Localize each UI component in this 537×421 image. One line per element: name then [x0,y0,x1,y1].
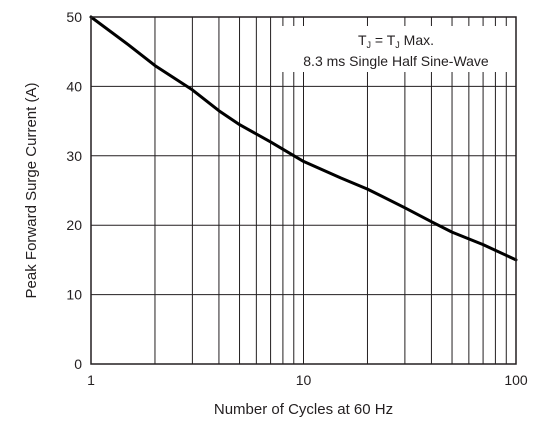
curve-layer [89,15,518,262]
y-tick-label: 10 [66,287,82,303]
plot-frame [90,16,517,365]
annotation-line-2: 8.3 ms Single Half Sine-Wave [303,53,489,69]
x-tick-label: 1 [87,372,95,388]
y-tick-label: 0 [74,356,82,372]
y-tick-labels: 0 10 20 30 40 50 [66,9,82,372]
x-tick-label: 10 [296,372,312,388]
annotation-background [278,26,510,72]
annotation-line-1: TJ = TJ Max. [358,32,434,50]
series-line [89,15,518,262]
grid [91,17,516,364]
x-tick-label: 100 [504,372,528,388]
x-axis-label: Number of Cycles at 60 Hz [214,401,393,418]
y-tick-label: 40 [66,78,82,94]
y-axis-label: Peak Forward Surge Current (A) [23,83,40,299]
x-tick-labels: 1 10 100 [87,372,528,388]
y-tick-label: 20 [66,217,82,233]
y-tick-label: 30 [66,148,82,164]
y-tick-label: 50 [66,9,82,25]
